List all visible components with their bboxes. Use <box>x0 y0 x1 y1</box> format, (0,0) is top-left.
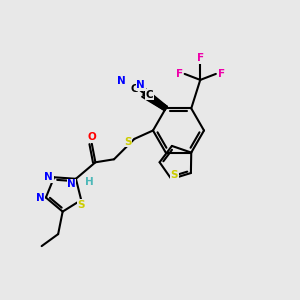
Text: S: S <box>124 137 132 147</box>
Text: O: O <box>87 132 96 142</box>
Text: N: N <box>67 179 76 189</box>
Text: C: C <box>146 90 153 100</box>
Text: S: S <box>171 170 178 180</box>
Text: F: F <box>197 53 204 63</box>
Text: N: N <box>117 76 126 86</box>
Text: F: F <box>176 69 183 79</box>
Text: C: C <box>130 84 138 94</box>
Text: S: S <box>77 200 85 209</box>
Text: H: H <box>85 177 94 188</box>
Text: N: N <box>136 80 145 90</box>
Text: N: N <box>44 172 53 182</box>
Text: F: F <box>218 69 225 79</box>
Text: N: N <box>36 193 45 202</box>
